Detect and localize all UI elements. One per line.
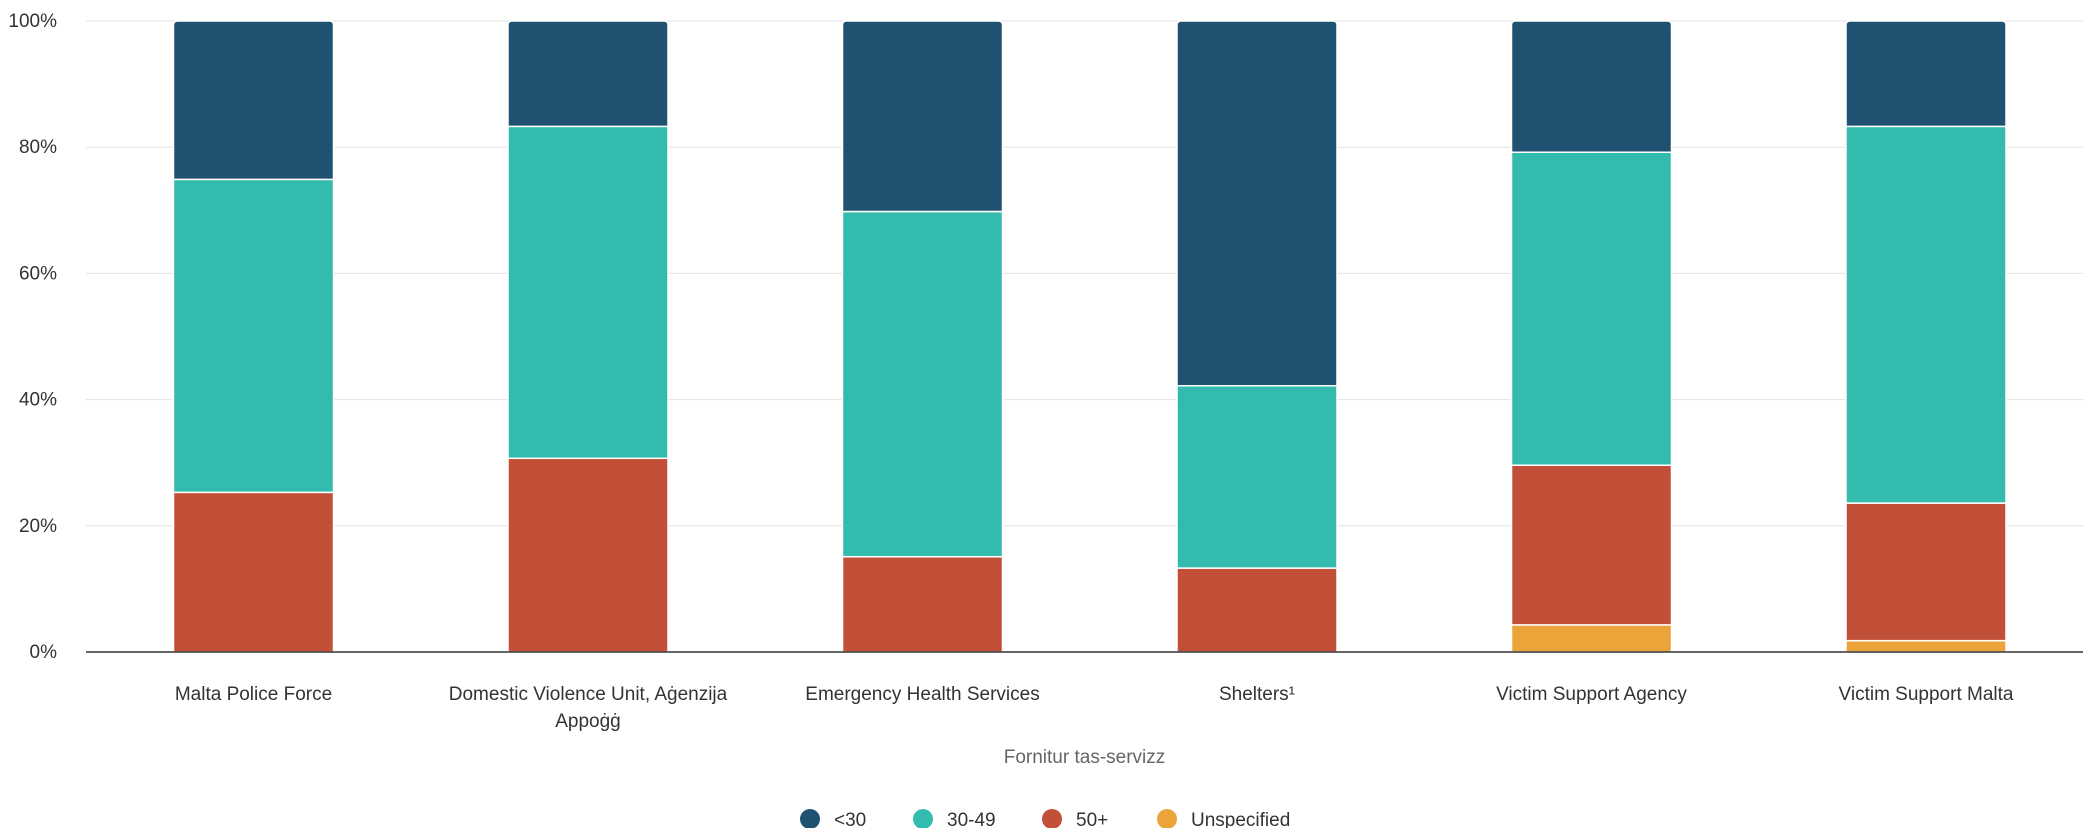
legend-label: <30 [834, 810, 866, 828]
x-tick-label: Shelters¹ [1219, 684, 1295, 705]
x-tick-label: Malta Police Force [175, 684, 332, 705]
legend-swatch [1157, 809, 1177, 828]
bars [172, 20, 2007, 653]
bar-segment-30-49 [1845, 125, 2007, 504]
bar-stack [841, 20, 1004, 653]
legend-item: 50+ [1042, 809, 1108, 828]
bar-segment-50 [1176, 567, 1338, 653]
legend-swatch [913, 809, 933, 828]
legend-item: 30-49 [913, 809, 996, 828]
x-tick-label: Emergency Health Services [805, 684, 1039, 705]
x-tick-label: Domestic Violence Unit, Aġenzija Appoġġ [449, 684, 728, 732]
legend-label: Unspecified [1191, 810, 1290, 828]
bar-segment-50 [172, 491, 335, 653]
y-axis-ticks: 0% 20% 40% 60% 80% 100% [8, 11, 57, 663]
bar-segment-30-49 [172, 178, 335, 494]
bar-stack [172, 20, 335, 653]
y-tick-label: 100% [8, 11, 57, 32]
bar-segment-30-49 [507, 125, 669, 460]
bar-segment-30 [507, 20, 669, 128]
x-tick-label-line: Emergency Health Services [805, 684, 1039, 705]
y-tick-label: 80% [19, 137, 57, 158]
y-tick-label: 60% [19, 263, 57, 284]
bar-segment-30-49 [841, 210, 1004, 558]
bar-segment-unspecified [1510, 624, 1673, 653]
legend: <30 30-49 50+ Unspecified [800, 809, 1290, 828]
legend-label: 50+ [1076, 810, 1108, 828]
y-tick-label: 40% [19, 390, 57, 411]
x-tick-label-line: Domestic Violence Unit, Aġenzija [449, 684, 728, 705]
bar-segment-30 [1845, 20, 2007, 128]
bar-segment-30-49 [1176, 384, 1338, 569]
legend-label: 30-49 [947, 810, 996, 828]
bar-stack [1510, 20, 1673, 653]
bar-segment-30 [1176, 20, 1338, 387]
legend-swatch [1042, 809, 1062, 828]
x-tick-label-line: Victim Support Agency [1496, 684, 1687, 705]
bar-segment-50 [1510, 464, 1673, 626]
x-tick-label-line: Shelters¹ [1219, 684, 1295, 705]
bar-segment-30 [172, 20, 335, 181]
x-tick-label-line: Malta Police Force [175, 684, 332, 705]
x-axis-labels: Malta Police Force Domestic Violence Unit… [175, 684, 2014, 732]
bar-segment-50 [1845, 502, 2007, 642]
x-axis-title: Fornitur tas-servizz [1004, 747, 1166, 768]
legend-item: Unspecified [1157, 809, 1290, 828]
bar-segment-30-49 [1510, 151, 1673, 466]
x-tick-label: Victim Support Agency [1496, 684, 1687, 705]
x-tick-label-line: Victim Support Malta [1839, 684, 2014, 705]
bar-stack [1845, 20, 2007, 653]
bar-stack [1176, 20, 1338, 653]
x-tick-label-line: Appoġġ [555, 711, 621, 732]
bar-segment-30 [1510, 20, 1673, 153]
bar-segment-50 [841, 555, 1004, 653]
y-tick-label: 20% [19, 516, 57, 537]
y-tick-label: 0% [30, 642, 58, 663]
bar-stack [507, 20, 669, 653]
bar-segment-unspecified [1845, 639, 2007, 653]
bar-segment-50 [507, 457, 669, 653]
legend-swatch [800, 809, 820, 828]
gridlines [86, 20, 2083, 527]
x-tick-label: Victim Support Malta [1839, 684, 2014, 705]
legend-item: <30 [800, 809, 866, 828]
bar-segment-30 [841, 20, 1004, 213]
